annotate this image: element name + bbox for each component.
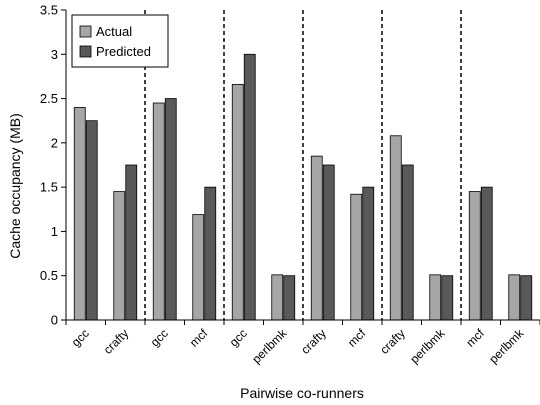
y-ticks: 0 0.5 1 1.5 2 2.5 3 3.5: [40, 3, 66, 328]
x-category-label-8: crafty: [377, 326, 408, 357]
legend-box: [71, 14, 169, 68]
legend: Actual Predicted: [71, 14, 169, 68]
bar-actual-3: [192, 214, 205, 321]
x-category-label-4: gcc: [227, 326, 250, 349]
x-category-label-6: crafty: [298, 326, 329, 357]
bar-actual-5: [271, 274, 284, 321]
bar-predicted-5: [283, 275, 296, 321]
bar-actual-10: [468, 191, 481, 321]
x-category-label-5: perlbmk: [249, 326, 290, 367]
bar-predicted-9: [441, 275, 454, 321]
x-category-label-2: gcc: [148, 326, 171, 349]
bar-actual-7: [350, 193, 363, 321]
bar-actual-9: [429, 274, 442, 321]
legend-swatch-actual: [79, 25, 92, 38]
bar-actual-4: [231, 84, 244, 321]
y-tick-label-3: 1.5: [40, 180, 58, 195]
y-tick-label-5: 2.5: [40, 91, 58, 106]
bars-layer: [73, 53, 533, 321]
bar-actual-8: [389, 135, 402, 321]
bar-actual-11: [508, 274, 521, 321]
x-category-label-3: mcf: [187, 326, 211, 350]
y-tick-label-2: 1: [51, 224, 58, 239]
x-ticks: gcc crafty gcc mcf gcc perlbmk crafty mcf crafty…: [65, 320, 540, 367]
y-tick-label-7: 3.5: [40, 3, 58, 18]
bar-actual-0: [73, 107, 86, 321]
bar-predicted-1: [125, 164, 138, 321]
bar-predicted-2: [164, 98, 177, 321]
bar-predicted-0: [85, 120, 98, 321]
x-category-label-9: perlbmk: [407, 326, 448, 367]
bar-actual-2: [152, 102, 165, 321]
bar-predicted-11: [520, 275, 533, 321]
bar-predicted-7: [362, 186, 375, 321]
bar-actual-6: [310, 155, 323, 321]
bar-predicted-4: [243, 53, 256, 321]
y-tick-label-1: 0.5: [40, 268, 58, 283]
bar-actual-1: [113, 191, 126, 321]
y-tick-label-6: 3: [51, 47, 58, 62]
y-tick-label-4: 2: [51, 135, 58, 150]
x-axis-label: Pairwise co-runners: [240, 385, 364, 401]
legend-label-predicted: Predicted: [96, 44, 151, 59]
x-category-label-1: crafty: [101, 326, 132, 357]
y-axis-label: Cache occupancy (MB): [7, 113, 23, 259]
y-tick-label-0: 0: [51, 313, 58, 328]
x-category-label-0: gcc: [69, 326, 92, 349]
x-category-label-10: mcf: [463, 326, 487, 350]
bar-predicted-6: [322, 164, 335, 321]
legend-label-actual: Actual: [96, 24, 132, 39]
bar-predicted-3: [204, 186, 217, 321]
legend-swatch-predicted: [79, 45, 92, 58]
x-category-label-11: perlbmk: [486, 326, 527, 367]
bar-predicted-8: [401, 164, 414, 321]
x-category-label-7: mcf: [345, 326, 369, 350]
bar-predicted-10: [480, 186, 493, 321]
